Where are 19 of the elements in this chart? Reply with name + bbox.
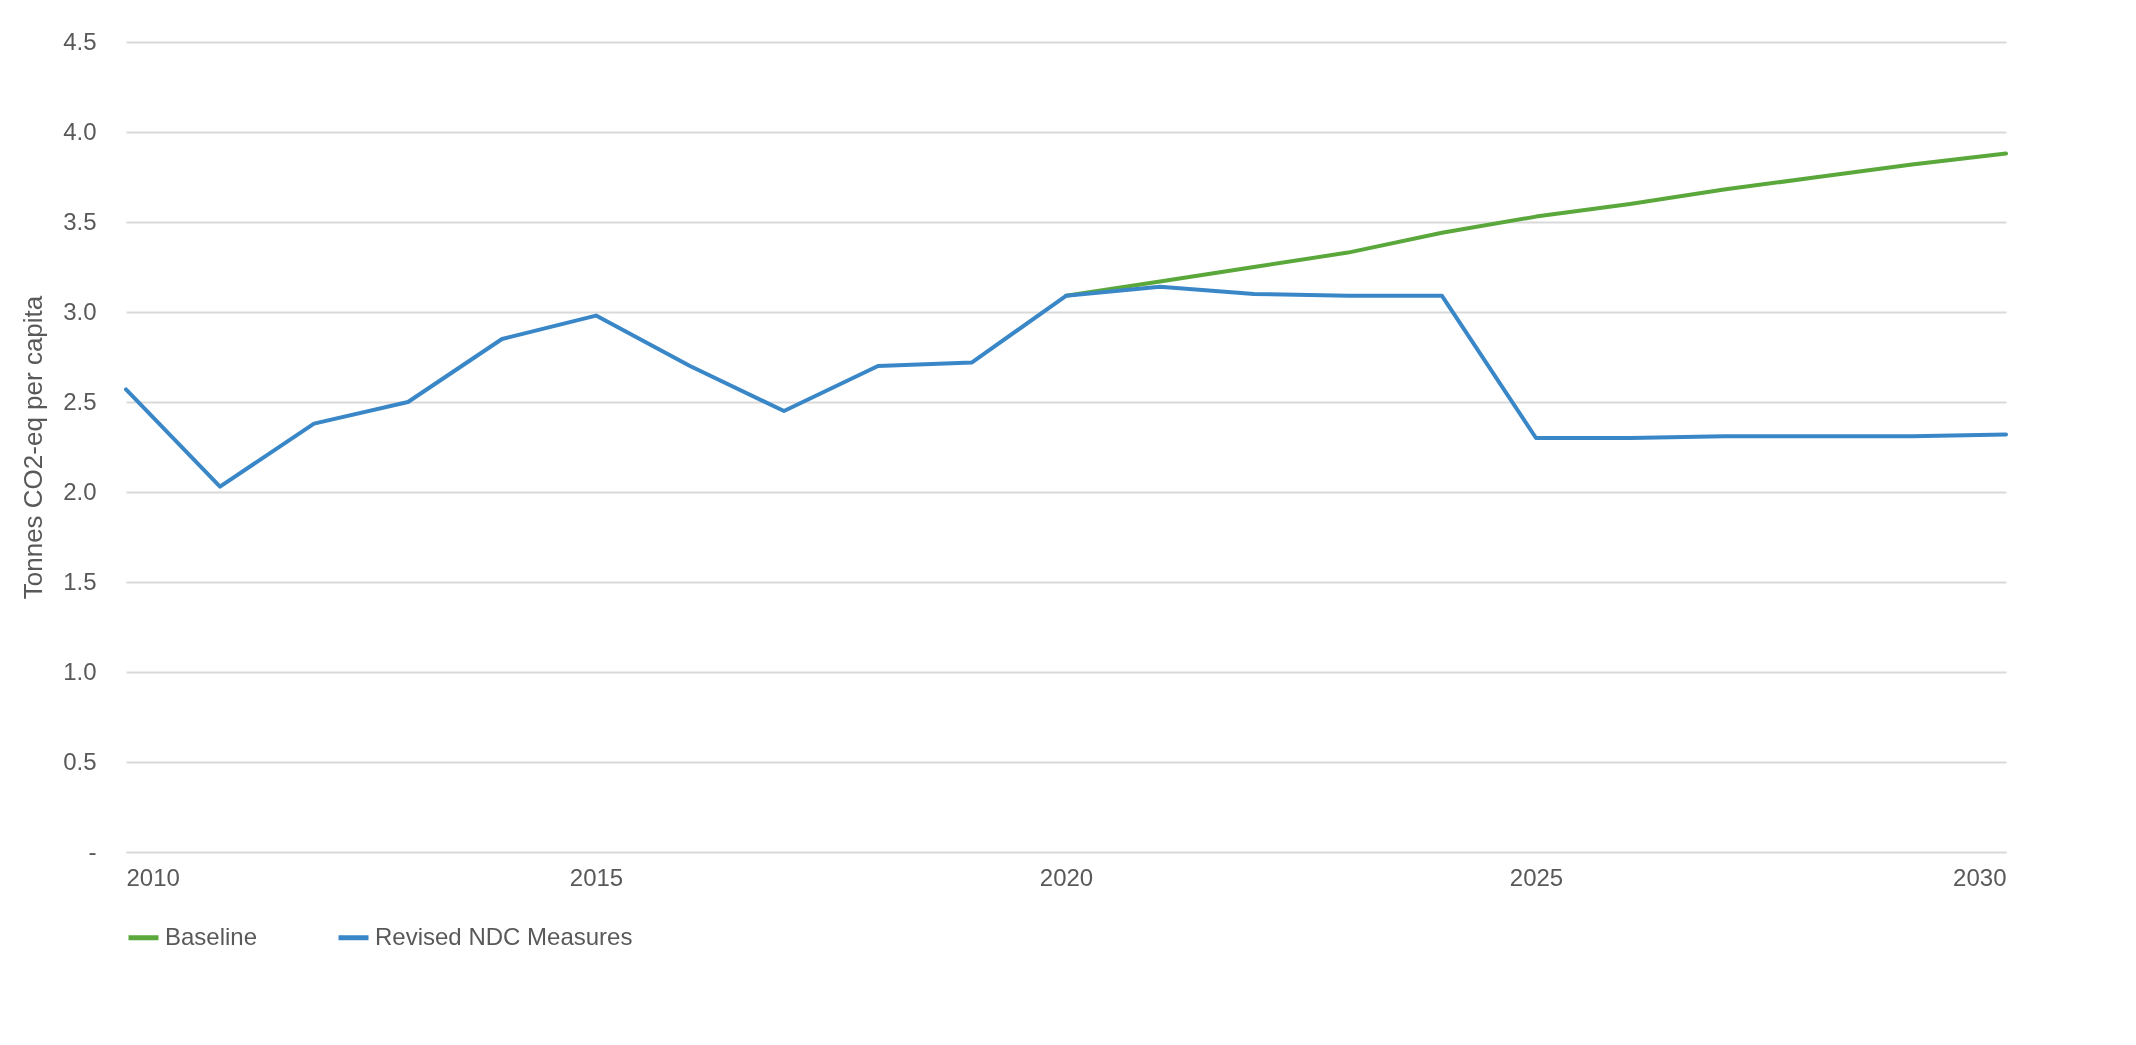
legend-label: Baseline <box>165 922 258 950</box>
y-tick-label: - <box>88 837 97 865</box>
y-tick-label: 1.0 <box>63 657 97 685</box>
x-tick-label: 2020 <box>1039 863 1094 891</box>
y-tick-label: 2.0 <box>63 477 97 505</box>
y-tick-label: 3.0 <box>63 297 97 325</box>
line-series <box>124 284 2008 489</box>
y-tick-label: 1.5 <box>63 567 97 595</box>
legend-label: Revised NDC Measures <box>375 922 633 950</box>
y-tick-label: 4.0 <box>63 117 97 145</box>
y-tick-label: 4.5 <box>63 27 97 55</box>
y-tick-label: 2.5 <box>63 387 97 415</box>
y-tick-label: 3.5 <box>63 207 97 235</box>
y-tick-label: 0.5 <box>63 747 97 775</box>
x-tick-label: 2025 <box>1509 863 1564 891</box>
x-tick-label: 2015 <box>569 863 624 891</box>
x-tick-label: 2030 <box>1953 863 2007 891</box>
x-tick-label: 2010 <box>126 863 180 891</box>
y-axis-title: Tonnes CO2-eq per capita <box>18 295 49 600</box>
